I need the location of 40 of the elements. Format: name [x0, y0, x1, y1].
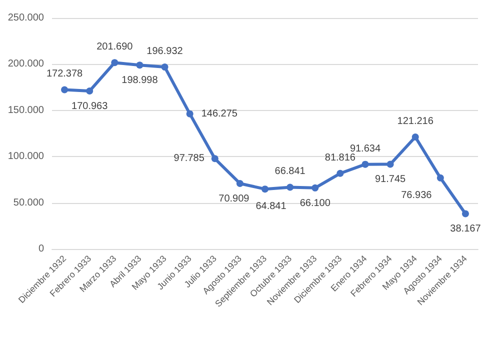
data-label: 146.275: [201, 108, 238, 120]
data-label: 66.100: [300, 198, 331, 209]
data-label: 121.216: [397, 116, 434, 127]
data-label: 97.785: [174, 153, 205, 164]
data-label: 70.909: [218, 193, 250, 204]
point: [136, 62, 144, 69]
data-label: 64.841: [256, 201, 287, 212]
point: [286, 184, 294, 191]
point: [462, 210, 469, 218]
y-tick-label: 150.000: [8, 104, 44, 116]
point: [186, 110, 194, 118]
y-tick-label: 100.000: [8, 151, 44, 162]
data-label: 66.841: [274, 166, 306, 178]
point: [211, 155, 218, 162]
point: [362, 160, 369, 168]
y-tick-label: 250.000: [8, 12, 44, 24]
point: [61, 86, 68, 94]
y-tick-label: 50.000: [13, 197, 44, 208]
y-tick-label: 0: [38, 244, 44, 254]
data-label: 196.932: [146, 46, 184, 58]
point: [86, 88, 94, 95]
data-label: 91.634: [350, 143, 381, 154]
data-label: 91.745: [374, 174, 406, 186]
point: [236, 180, 244, 187]
point: [336, 170, 344, 177]
point: [386, 160, 394, 168]
data-label: 76.936: [401, 190, 432, 201]
data-label: 172.378: [46, 68, 84, 80]
point: [312, 184, 319, 192]
point: [262, 186, 268, 193]
y-tick-label: 200.000: [8, 58, 44, 70]
point: [412, 134, 419, 140]
data-label: 201.690: [96, 42, 134, 53]
point: [161, 64, 168, 71]
point: [111, 59, 118, 66]
data-label: 81.816: [324, 152, 356, 164]
data-label: 198.998: [122, 75, 158, 86]
point: [436, 174, 444, 182]
data-label: 38.167: [450, 224, 482, 235]
data-label: 170.963: [72, 101, 108, 112]
